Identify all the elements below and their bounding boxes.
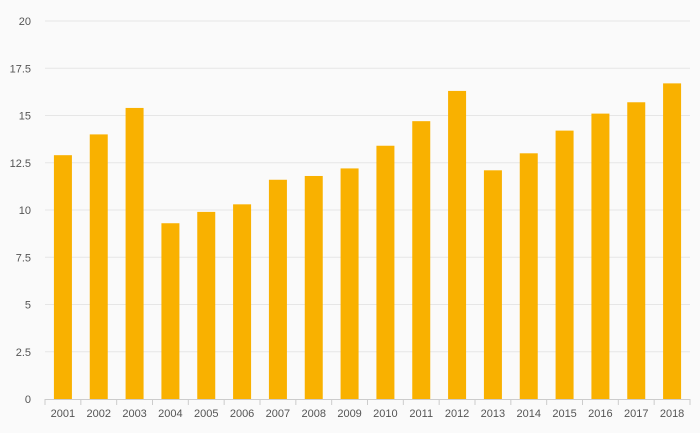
- y-tick-label: 2.5: [16, 347, 31, 359]
- x-tick-label: 2010: [373, 408, 397, 420]
- x-axis: 2001 2002 2003 2004 2005 2006 2007 2008 2009 2010…: [44, 399, 691, 420]
- bar-2002: [89, 134, 108, 399]
- x-tick-label: 2017: [624, 408, 648, 420]
- x-tick-label: 2002: [87, 408, 111, 420]
- x-tick-label: 2015: [552, 408, 576, 420]
- x-tick-label: 2012: [445, 408, 469, 420]
- bar-2008: [304, 175, 323, 399]
- bar-2012: [448, 90, 467, 400]
- y-tick-label: 7.5: [16, 252, 31, 264]
- bar-2018: [663, 83, 682, 400]
- bar-2007: [268, 179, 287, 399]
- grid-lines: [45, 20, 690, 353]
- y-tick-label: 20: [19, 16, 31, 28]
- bar-2013: [483, 170, 502, 399]
- y-tick-label: 15: [19, 111, 31, 123]
- x-tick-label: 2016: [588, 408, 612, 420]
- bar-2005: [197, 211, 216, 399]
- x-tick-label: 2011: [409, 408, 433, 420]
- x-tick-label: 2009: [337, 408, 361, 420]
- bar-2003: [125, 107, 144, 399]
- x-tick-label: 2014: [517, 408, 541, 420]
- x-tick-label: 2013: [481, 408, 505, 420]
- bar-2015: [555, 130, 574, 399]
- bar-2016: [591, 113, 610, 400]
- x-tick-label: 2001: [51, 408, 75, 420]
- y-tick-label: 0: [25, 394, 31, 406]
- bar-2001: [53, 155, 72, 399]
- y-axis: 0 2.5 5 7.5 10 12.5 15 17.5 20: [10, 16, 31, 406]
- bar-2004: [161, 223, 180, 399]
- y-tick-label: 17.5: [10, 63, 31, 75]
- bar-2006: [233, 204, 252, 399]
- bar-2014: [519, 153, 538, 399]
- bar-2011: [412, 121, 431, 400]
- x-tick-label: 2005: [194, 408, 218, 420]
- x-tick-label: 2003: [122, 408, 146, 420]
- y-tick-label: 5: [25, 300, 31, 312]
- bar-2009: [340, 168, 359, 399]
- x-tick-label: 2018: [660, 408, 684, 420]
- x-tick-label: 2004: [158, 408, 182, 420]
- bar-2010: [376, 145, 395, 399]
- bar-2017: [627, 102, 646, 400]
- bar-series: [53, 83, 682, 400]
- x-tick-label: 2007: [266, 408, 290, 420]
- y-tick-label: 10: [19, 205, 31, 217]
- x-tick-label: 2006: [230, 408, 254, 420]
- y-tick-label: 12.5: [10, 158, 31, 170]
- x-tick-label: 2008: [302, 408, 326, 420]
